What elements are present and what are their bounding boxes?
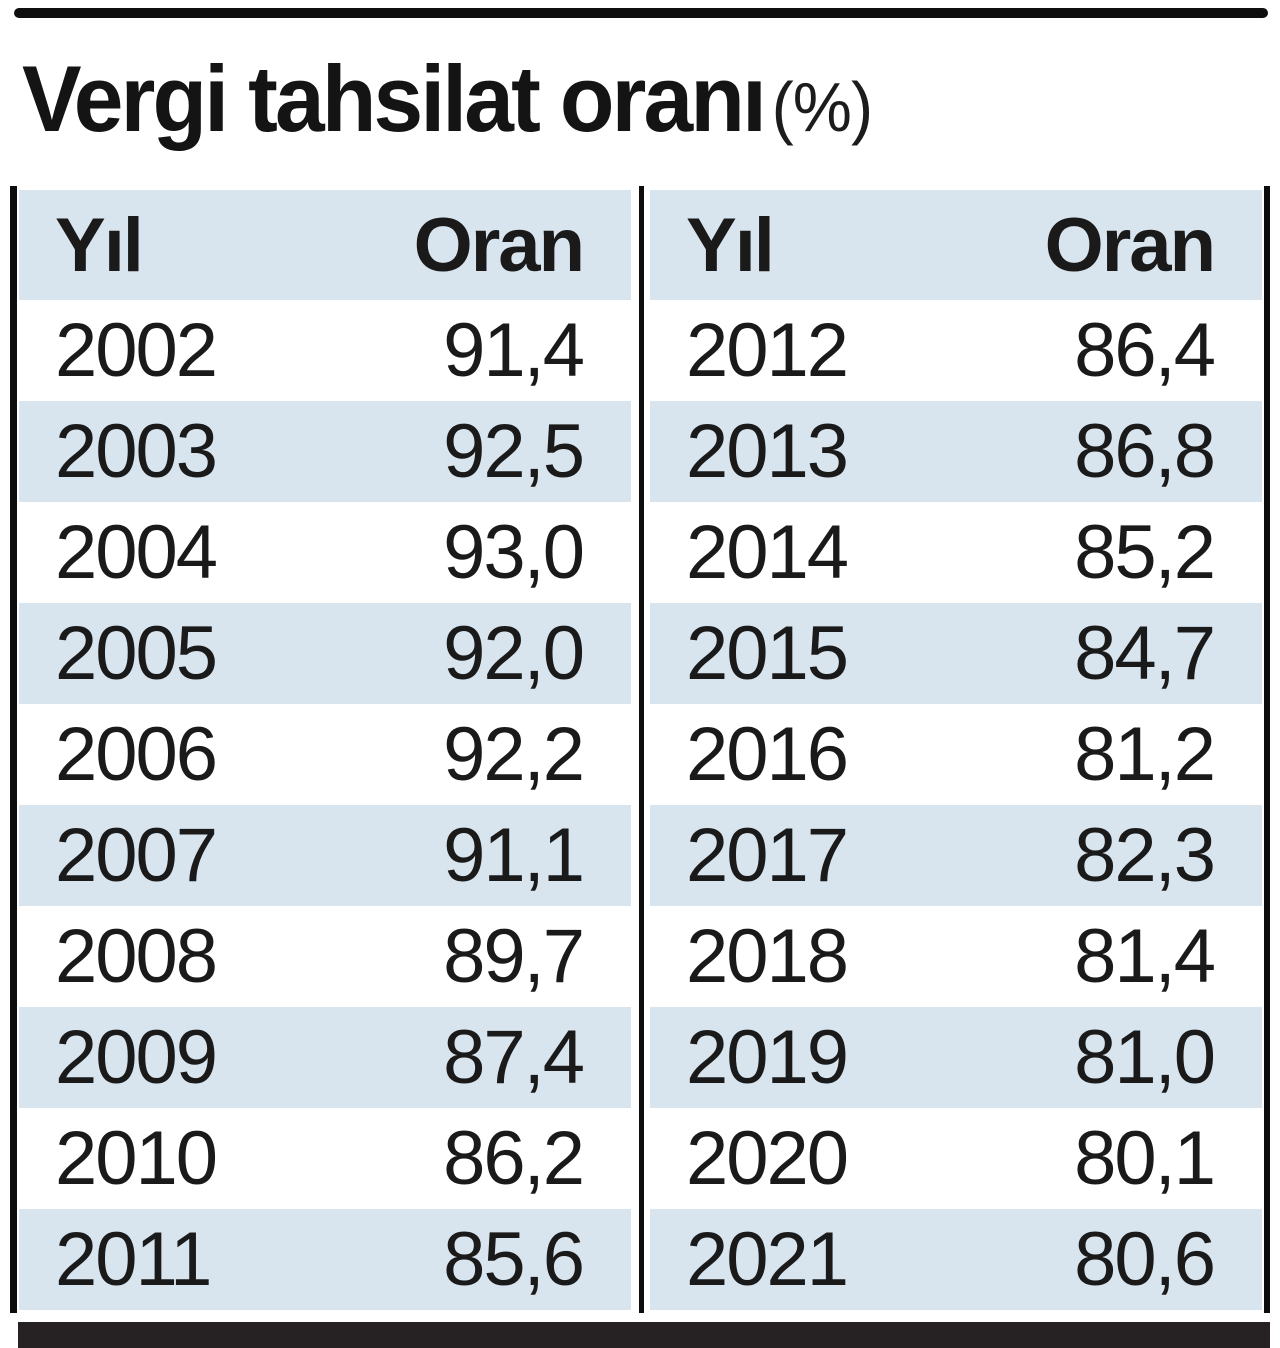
table-row: 2006 92,2 xyxy=(19,704,631,805)
table-row: 2002 91,4 xyxy=(19,300,631,401)
table-header-row: Yıl Oran xyxy=(19,190,631,300)
table-row: 2010 86,2 xyxy=(19,1108,631,1209)
table-row: 2014 85,2 xyxy=(650,502,1262,603)
table-row: 2013 86,8 xyxy=(650,401,1262,502)
table-row: 2019 81,0 xyxy=(650,1007,1262,1108)
table-header-row: Yıl Oran xyxy=(650,190,1262,300)
year-cell: 2017 xyxy=(686,813,849,898)
year-cell: 2019 xyxy=(686,1015,849,1100)
table-row: 2008 89,7 xyxy=(19,906,631,1007)
rate-cell: 82,3 xyxy=(1074,813,1216,898)
year-cell: 2012 xyxy=(686,308,849,393)
rate-cell: 80,1 xyxy=(1074,1116,1216,1201)
year-cell: 2011 xyxy=(55,1217,212,1302)
table-row: 2020 80,1 xyxy=(650,1108,1262,1209)
rate-cell: 93,0 xyxy=(443,510,585,595)
rate-cell: 84,7 xyxy=(1074,611,1216,696)
rate-cell: 91,4 xyxy=(443,308,585,393)
table-row: 2018 81,4 xyxy=(650,906,1262,1007)
column-header-rate: Oran xyxy=(413,202,585,288)
year-cell: 2003 xyxy=(55,409,218,494)
page-title-text: Vergi tahsilat oranı xyxy=(22,46,767,151)
rate-cell: 81,2 xyxy=(1074,712,1216,797)
top-rule xyxy=(14,8,1268,18)
rate-cell: 85,6 xyxy=(443,1217,585,1302)
table-row: 2003 92,5 xyxy=(19,401,631,502)
rate-cell: 87,4 xyxy=(443,1015,585,1100)
rate-cell: 85,2 xyxy=(1074,510,1216,595)
rate-cell: 86,8 xyxy=(1074,409,1216,494)
table-row: 2011 85,6 xyxy=(19,1209,631,1310)
year-cell: 2016 xyxy=(686,712,849,797)
page-title-unit: (%) xyxy=(771,68,874,146)
rate-cell: 92,2 xyxy=(443,712,585,797)
table-row: 2012 86,4 xyxy=(650,300,1262,401)
tax-collection-table: Yıl Oran 2002 91,4 2003 92,5 2004 93,0 2… xyxy=(10,186,1270,1313)
year-cell: 2013 xyxy=(686,409,849,494)
year-cell: 2020 xyxy=(686,1116,849,1201)
rate-cell: 81,0 xyxy=(1074,1015,1216,1100)
year-cell: 2015 xyxy=(686,611,849,696)
year-cell: 2005 xyxy=(55,611,218,696)
year-cell: 2010 xyxy=(55,1116,218,1201)
page-title: Vergi tahsilat oranı (%) xyxy=(22,52,874,146)
year-cell: 2006 xyxy=(55,712,218,797)
table-right-half: Yıl Oran 2012 86,4 2013 86,8 2014 85,2 2… xyxy=(650,190,1262,1310)
column-header-year: Yıl xyxy=(686,202,775,288)
table-row: 2015 84,7 xyxy=(650,603,1262,704)
table-row: 2004 93,0 xyxy=(19,502,631,603)
rate-cell: 86,4 xyxy=(1074,308,1216,393)
rate-cell: 80,6 xyxy=(1074,1217,1216,1302)
year-cell: 2018 xyxy=(686,914,849,999)
table-border-left xyxy=(10,186,17,1313)
year-cell: 2007 xyxy=(55,813,218,898)
column-header-year: Yıl xyxy=(55,202,144,288)
rate-cell: 89,7 xyxy=(443,914,585,999)
table-row: 2021 80,6 xyxy=(650,1209,1262,1310)
table-row: 2017 82,3 xyxy=(650,805,1262,906)
rate-cell: 92,0 xyxy=(443,611,585,696)
column-header-rate: Oran xyxy=(1044,202,1216,288)
table-border-right xyxy=(1264,186,1270,1313)
year-cell: 2021 xyxy=(686,1217,849,1302)
table-row: 2005 92,0 xyxy=(19,603,631,704)
table-row: 2009 87,4 xyxy=(19,1007,631,1108)
table-divider-middle xyxy=(639,186,644,1313)
rate-cell: 81,4 xyxy=(1074,914,1216,999)
year-cell: 2008 xyxy=(55,914,218,999)
rate-cell: 92,5 xyxy=(443,409,585,494)
year-cell: 2014 xyxy=(686,510,849,595)
year-cell: 2004 xyxy=(55,510,218,595)
table-row: 2016 81,2 xyxy=(650,704,1262,805)
bottom-rule xyxy=(18,1322,1270,1348)
year-cell: 2009 xyxy=(55,1015,218,1100)
rate-cell: 86,2 xyxy=(443,1116,585,1201)
table-row: 2007 91,1 xyxy=(19,805,631,906)
year-cell: 2002 xyxy=(55,308,218,393)
rate-cell: 91,1 xyxy=(443,813,585,898)
table-left-half: Yıl Oran 2002 91,4 2003 92,5 2004 93,0 2… xyxy=(19,190,631,1310)
